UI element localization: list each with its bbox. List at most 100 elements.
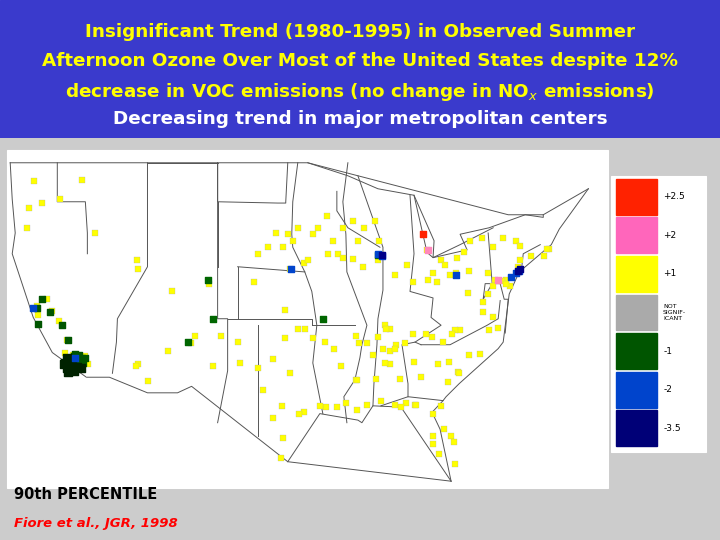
Point: [234, 359, 246, 367]
Point: [427, 439, 438, 448]
Point: [276, 402, 287, 410]
Point: [320, 403, 332, 411]
Point: [390, 400, 401, 409]
Bar: [616, 218, 657, 253]
Point: [513, 266, 524, 275]
Point: [162, 347, 174, 355]
Point: [32, 320, 44, 328]
Point: [76, 176, 88, 184]
Point: [444, 357, 455, 366]
Point: [496, 276, 508, 285]
Point: [500, 279, 512, 288]
Point: [322, 249, 333, 258]
Point: [353, 339, 364, 348]
Point: [202, 275, 213, 284]
Point: [510, 269, 522, 278]
Point: [293, 409, 305, 418]
Point: [482, 290, 494, 299]
Point: [27, 304, 39, 313]
Point: [422, 275, 433, 284]
Point: [515, 256, 526, 265]
Point: [75, 355, 86, 363]
Point: [422, 246, 433, 254]
Point: [248, 278, 259, 287]
Point: [337, 253, 348, 262]
Point: [328, 345, 340, 353]
Point: [350, 375, 361, 384]
Point: [66, 360, 78, 368]
Point: [452, 368, 464, 376]
Point: [474, 349, 486, 358]
Point: [76, 353, 88, 362]
Point: [78, 359, 89, 367]
Point: [292, 224, 304, 232]
Point: [80, 352, 91, 361]
Point: [372, 251, 384, 259]
Text: 90th PERCENTILE: 90th PERCENTILE: [14, 487, 158, 502]
Point: [61, 353, 73, 362]
Text: Insignificant Trend (1980-1995) in Observed Summer: Insignificant Trend (1980-1995) in Obser…: [85, 23, 635, 42]
Point: [203, 279, 215, 288]
Point: [477, 298, 489, 306]
Point: [37, 295, 48, 303]
Text: decrease in VOC emissions (no change in NO$_x$ emissions): decrease in VOC emissions (no change in …: [65, 81, 655, 103]
Text: +2.5: +2.5: [663, 192, 685, 201]
Bar: [616, 295, 657, 330]
Text: Afternoon Ozone Over Most of the United States despite 12%: Afternoon Ozone Over Most of the United …: [42, 52, 678, 70]
Point: [539, 252, 550, 261]
Point: [450, 269, 462, 278]
Point: [490, 275, 501, 284]
Point: [376, 251, 387, 259]
Point: [408, 357, 420, 366]
Point: [373, 237, 384, 245]
Point: [395, 374, 406, 383]
Point: [22, 224, 33, 232]
Point: [427, 269, 438, 278]
Point: [487, 282, 499, 291]
Point: [515, 241, 526, 250]
Point: [292, 325, 304, 334]
Point: [379, 321, 391, 329]
Point: [287, 237, 299, 245]
Point: [284, 265, 295, 274]
Point: [189, 332, 200, 340]
Point: [427, 431, 438, 440]
Point: [68, 367, 80, 375]
Point: [132, 265, 144, 274]
Point: [65, 356, 76, 364]
Point: [384, 347, 396, 355]
Point: [332, 249, 343, 258]
Point: [401, 261, 413, 270]
Point: [369, 217, 381, 226]
Point: [277, 243, 289, 252]
Bar: [616, 179, 657, 214]
Point: [449, 326, 461, 335]
Point: [347, 255, 359, 264]
Text: -2: -2: [663, 385, 672, 394]
Point: [181, 338, 193, 347]
Point: [262, 243, 274, 252]
Point: [277, 434, 289, 443]
Point: [207, 314, 218, 323]
Point: [284, 369, 295, 377]
Point: [437, 338, 449, 347]
Point: [312, 224, 323, 232]
Point: [32, 310, 44, 319]
Point: [544, 244, 555, 253]
Point: [232, 338, 243, 347]
Text: +2: +2: [663, 231, 676, 240]
Point: [477, 234, 488, 242]
Point: [390, 270, 401, 279]
Point: [132, 360, 144, 368]
Point: [418, 230, 429, 239]
Point: [63, 368, 74, 376]
Point: [299, 325, 310, 334]
Point: [66, 356, 78, 364]
Point: [515, 265, 526, 274]
Point: [439, 261, 451, 270]
Point: [327, 237, 338, 245]
Point: [298, 408, 310, 417]
Point: [451, 253, 463, 262]
Point: [307, 334, 318, 342]
Point: [379, 359, 391, 367]
